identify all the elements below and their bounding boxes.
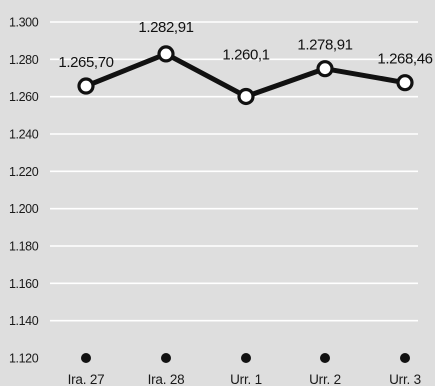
x-tick-dot — [320, 353, 330, 363]
data-point-markers — [77, 45, 414, 106]
y-axis-ticks: 1.120 1.140 1.160 1.180 1.200 1.220 1.240 1.260… — [9, 16, 39, 366]
y-tick-label: 1.260 — [9, 90, 39, 104]
data-label: 1.268,46 — [377, 51, 432, 68]
data-point — [77, 77, 95, 95]
y-tick-label: 1.200 — [9, 202, 39, 216]
y-tick-label: 1.180 — [9, 240, 39, 254]
y-tick-label: 1.220 — [9, 165, 39, 179]
x-tick-dot — [161, 353, 171, 363]
y-tick-label: 1.160 — [9, 277, 39, 291]
x-tick-label: Urr. 3 — [389, 372, 421, 386]
data-point — [316, 60, 334, 78]
data-label: 1.282,91 — [138, 19, 193, 36]
y-tick-label: 1.240 — [9, 128, 39, 142]
y-tick-label: 1.140 — [9, 314, 39, 328]
y-tick-label: 1.120 — [9, 352, 39, 366]
x-tick-label: Ira. 28 — [148, 372, 185, 386]
x-tick-dot — [400, 353, 410, 363]
data-point — [157, 45, 175, 63]
data-labels: 1.265,70 1.282,91 1.260,1 1.278,91 1.268,46 — [58, 19, 433, 71]
data-label: 1.278,91 — [297, 37, 352, 54]
x-tick-label: Ira. 27 — [68, 372, 105, 386]
x-tick-label: Urr. 1 — [230, 372, 262, 386]
data-point — [396, 74, 414, 92]
data-point — [237, 87, 255, 106]
y-tick-label: 1.300 — [9, 16, 39, 30]
data-label: 1.260,1 — [222, 46, 269, 63]
x-axis-ticks: Ira. 27 Ira. 28 Urr. 1 Urr. 2 Urr. 3 — [68, 353, 421, 386]
x-tick-dot — [81, 353, 91, 363]
x-tick-label: Urr. 2 — [309, 372, 341, 386]
grid-lines — [50, 21, 418, 322]
data-label: 1.265,70 — [58, 54, 113, 71]
y-tick-label: 1.280 — [9, 53, 39, 67]
x-tick-dot — [241, 353, 251, 363]
